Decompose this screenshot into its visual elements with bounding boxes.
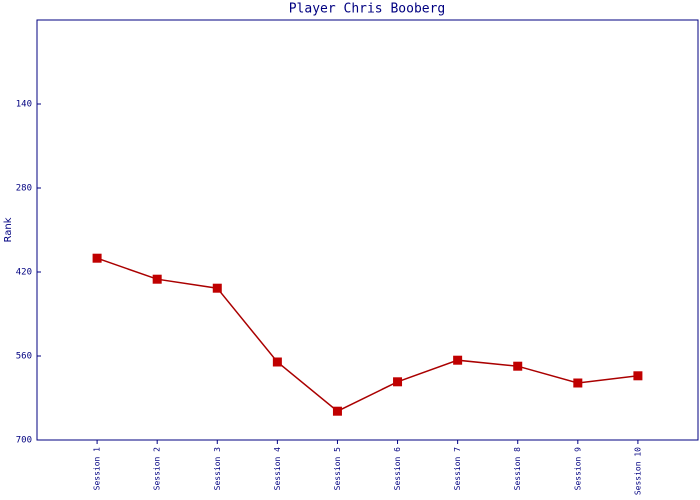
chart-title: Player Chris Booberg xyxy=(289,2,446,17)
x-tick-label: Session 1 xyxy=(93,447,102,491)
x-tick-label: Session 2 xyxy=(153,447,162,491)
plot-frame xyxy=(36,19,699,441)
data-point xyxy=(332,406,342,416)
x-tick-label: Session 3 xyxy=(213,447,222,491)
data-point xyxy=(453,355,463,365)
y-tick-label: 280 xyxy=(16,184,32,194)
data-point xyxy=(92,253,102,263)
y-tick-label: 560 xyxy=(16,352,32,362)
x-tick-label: Session 5 xyxy=(333,447,342,491)
data-point xyxy=(513,361,523,371)
x-tick-label: Session 7 xyxy=(453,447,462,491)
x-tick-label: Session 10 xyxy=(633,447,642,495)
x-tick-label: Session 4 xyxy=(273,447,282,491)
y-tick-label: 420 xyxy=(16,268,32,278)
data-point xyxy=(212,283,222,293)
x-tick-label: Session 6 xyxy=(393,447,402,491)
y-tick-label: 700 xyxy=(16,436,32,446)
y-axis-label: Rank xyxy=(3,217,14,242)
data-point xyxy=(633,371,643,381)
data-point xyxy=(393,377,403,387)
data-point xyxy=(152,274,162,284)
data-point xyxy=(272,357,282,367)
data-point xyxy=(573,378,583,388)
data-line xyxy=(96,257,638,413)
x-tick-label: Session 8 xyxy=(513,447,522,491)
y-tick-label: 140 xyxy=(16,100,32,110)
x-tick-label: Session 9 xyxy=(573,447,582,491)
